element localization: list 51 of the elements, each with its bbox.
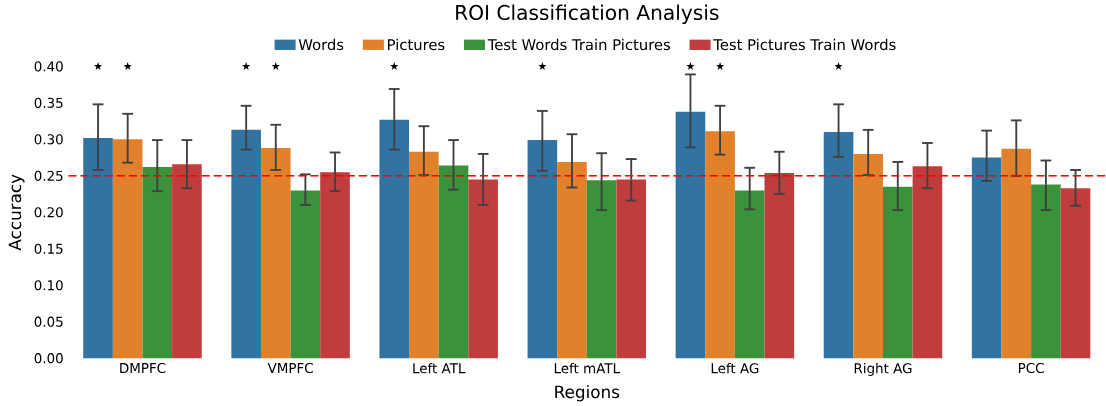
bar (971, 157, 1002, 359)
y-axis-title: Accuracy (8, 174, 25, 251)
y-tick-label: 0.20 (34, 207, 63, 218)
x-axis-title: Regions (555, 385, 620, 402)
bar (290, 190, 321, 359)
legend-label: Pictures (388, 38, 445, 51)
bar (675, 111, 706, 359)
bar (557, 161, 587, 359)
bar (260, 148, 291, 359)
y-tick-label: 0.15 (34, 243, 63, 254)
bar (764, 172, 795, 359)
y-tick-label: 0.05 (34, 316, 63, 327)
y-tick-label: 0.30 (34, 134, 63, 145)
bar (734, 190, 765, 359)
bar (1001, 148, 1032, 359)
legend-label: Test Pictures Train Words (713, 38, 896, 51)
bar (172, 164, 202, 359)
bar (320, 172, 350, 359)
x-tick-label: VMPFC (267, 362, 313, 374)
y-tick-label: 0.25 (34, 170, 63, 181)
y-tick-label: 0.00 (34, 353, 63, 364)
bar (586, 180, 617, 359)
legend-label: Test Words Train Pictures (487, 38, 671, 51)
x-tick-label: Left mATL (554, 362, 620, 374)
y-tick-label: 0.35 (34, 97, 63, 108)
bar (409, 151, 439, 359)
x-tick-label: PCC (1018, 362, 1044, 374)
bar (1031, 184, 1061, 359)
legend-label: Words (298, 38, 344, 51)
bar (438, 165, 469, 359)
bar (912, 166, 943, 359)
bar (231, 129, 261, 359)
bar (83, 137, 113, 359)
bar (616, 179, 647, 359)
chart-title: ROI Classification Analysis (456, 4, 719, 25)
bar (853, 153, 883, 359)
bar (823, 132, 854, 359)
y-tick-label: 0.40 (34, 61, 63, 72)
bar (379, 119, 410, 359)
bar (142, 167, 173, 359)
bar (527, 140, 558, 359)
bar (882, 186, 913, 359)
x-tick-label: Right AG (854, 362, 912, 376)
x-tick-label: Left AG (711, 362, 759, 374)
bar (112, 139, 143, 359)
bar (1060, 188, 1091, 359)
bar (705, 131, 735, 359)
x-tick-label: Left ATL (413, 362, 466, 374)
bar (468, 179, 498, 359)
x-tick-label: DMPFC (120, 362, 166, 374)
y-tick-label: 0.10 (34, 280, 63, 291)
